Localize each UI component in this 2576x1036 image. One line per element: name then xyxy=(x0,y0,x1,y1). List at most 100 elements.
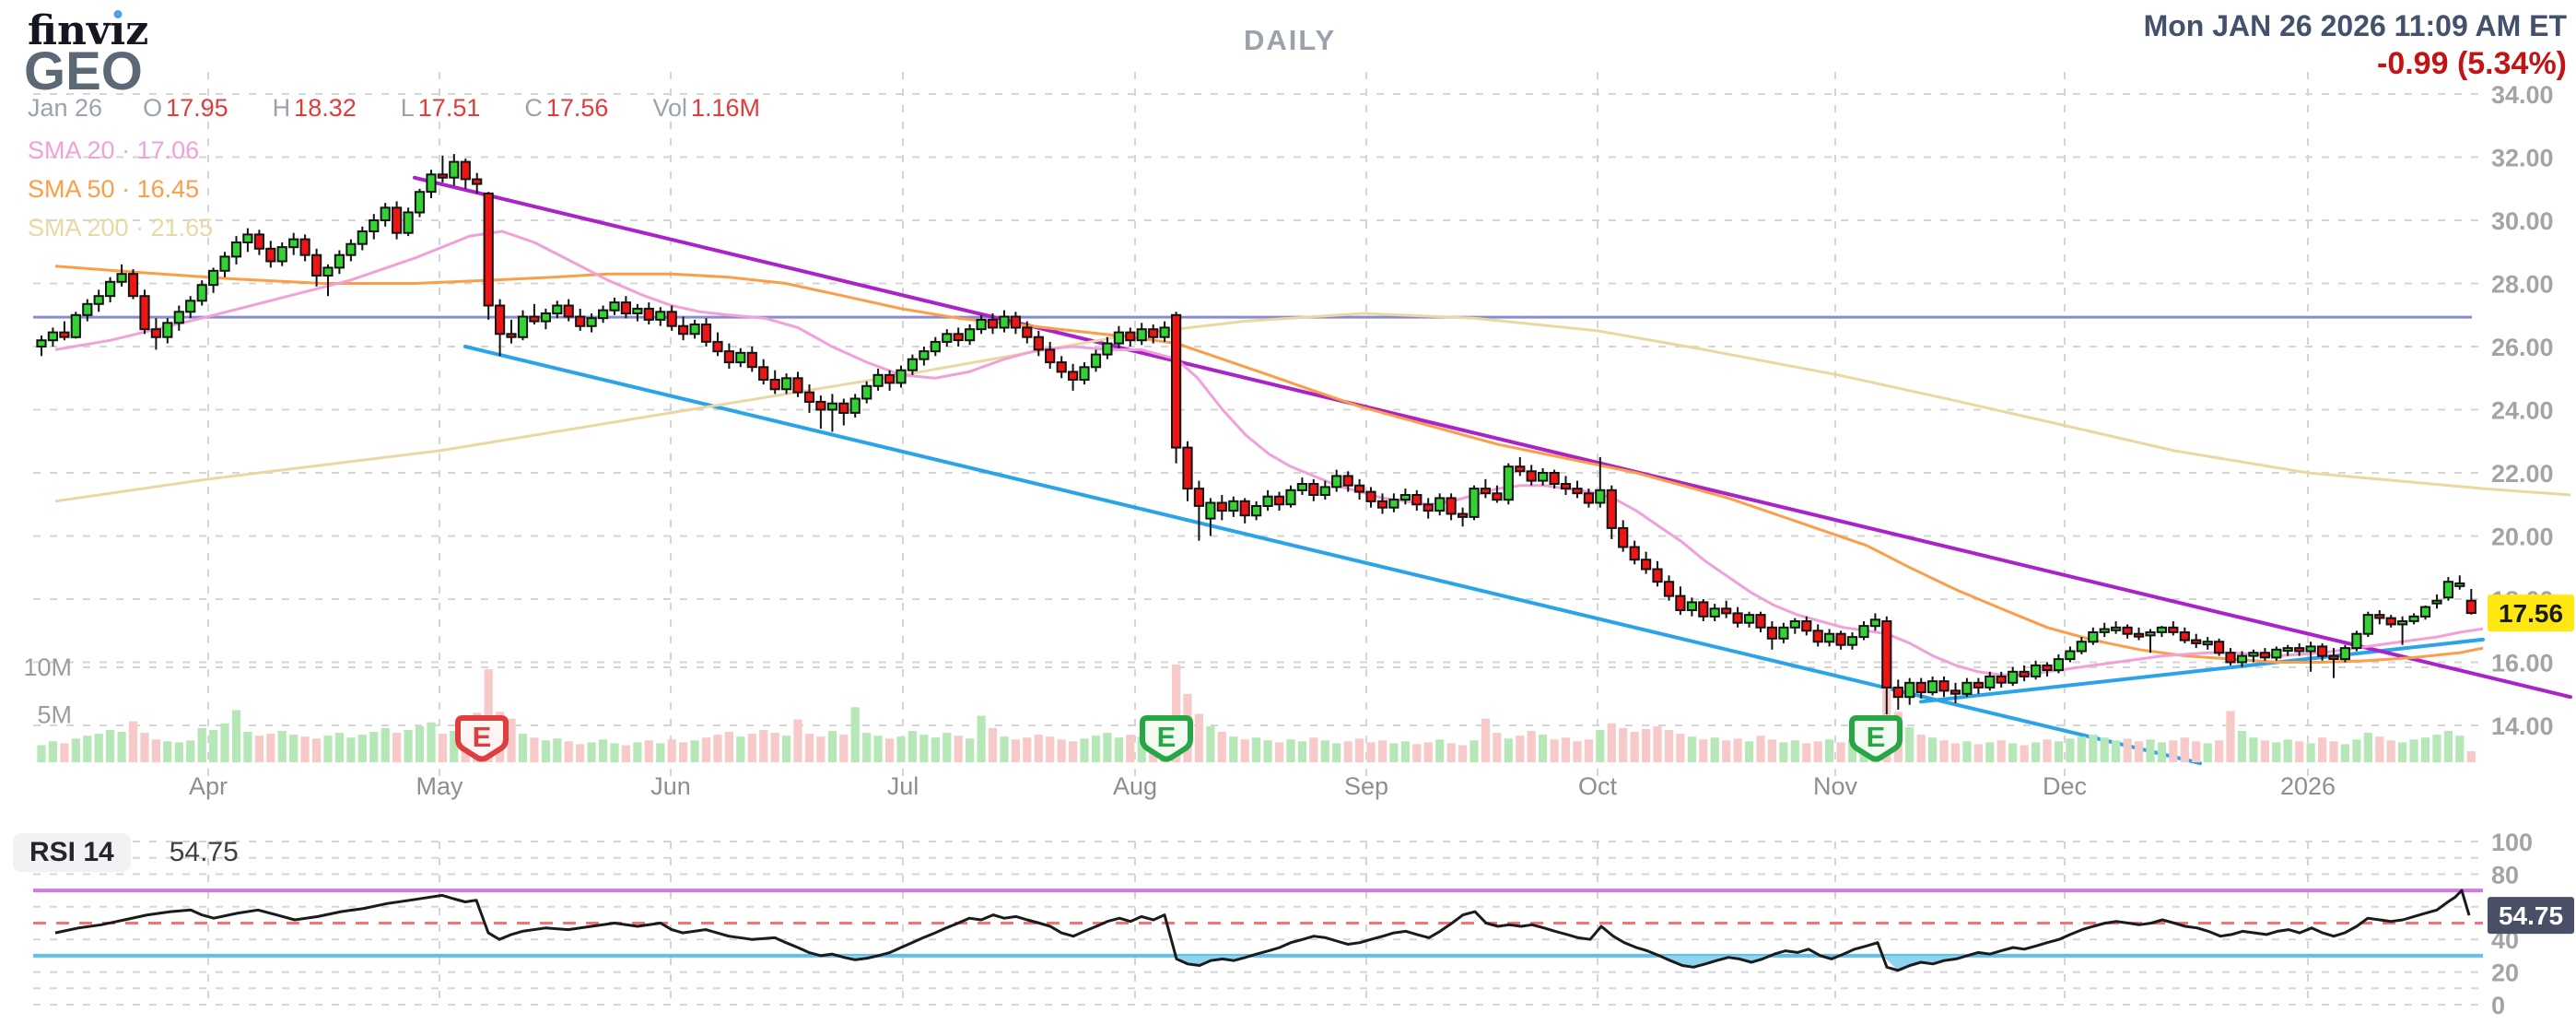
candle xyxy=(2397,620,2408,626)
candle xyxy=(495,304,506,336)
candle xyxy=(2191,639,2202,644)
candle xyxy=(643,307,654,321)
candle xyxy=(2305,645,2316,653)
candle xyxy=(1892,686,1903,699)
rsi-header: RSI 14 54.75 xyxy=(13,833,239,872)
candle xyxy=(426,173,437,194)
candle xyxy=(1778,626,1789,640)
candle xyxy=(1033,336,1044,351)
candle xyxy=(1709,607,1720,618)
candle xyxy=(230,241,242,258)
earnings-badge-green[interactable]: E xyxy=(1140,715,1193,762)
candle xyxy=(2031,664,2042,677)
earnings-badge-red[interactable]: E xyxy=(455,715,509,762)
candle xyxy=(872,373,884,387)
candle xyxy=(208,269,219,287)
candle xyxy=(2214,641,2225,654)
candle xyxy=(815,400,826,411)
candle xyxy=(1331,475,1342,489)
month-label: Oct xyxy=(1578,772,1618,800)
candle xyxy=(987,318,999,329)
candle xyxy=(517,315,529,338)
candle xyxy=(1434,497,1446,512)
candle xyxy=(2019,670,2030,677)
candle xyxy=(632,307,643,314)
candle xyxy=(1881,620,1892,689)
candle xyxy=(1698,601,1709,618)
candle xyxy=(311,253,322,277)
sma20-line xyxy=(54,230,2484,677)
candle xyxy=(1388,499,1399,509)
month-label: Apr xyxy=(189,772,228,800)
candle xyxy=(1113,331,1125,345)
candle xyxy=(253,233,264,250)
candle xyxy=(1595,489,1606,504)
svg-text:100: 100 xyxy=(2491,829,2533,856)
candle xyxy=(2259,652,2271,659)
candle xyxy=(185,300,196,313)
month-label: 2026 xyxy=(2280,772,2336,800)
candle xyxy=(689,324,700,336)
candle xyxy=(1766,626,1778,640)
last-price-badge: 17.56 xyxy=(2488,595,2574,632)
candle xyxy=(965,328,976,342)
month-gridlines: Apr May Jun Jul Aug Sep Oct Nov Dec 2026 xyxy=(189,72,2336,1005)
candle xyxy=(1996,675,2007,684)
month-label: Sep xyxy=(1344,772,1388,800)
rsi-line xyxy=(54,889,2471,972)
candle xyxy=(1296,483,1308,491)
candle xyxy=(2294,647,2305,653)
candle xyxy=(1010,315,1022,329)
svg-text:E: E xyxy=(473,721,492,753)
purple-resistance-trendline[interactable] xyxy=(413,175,2572,700)
candle xyxy=(2248,652,2259,657)
candle xyxy=(2145,631,2156,637)
candle xyxy=(746,351,757,369)
svg-text:80: 80 xyxy=(2491,861,2519,889)
candle xyxy=(953,333,964,342)
candle xyxy=(1538,472,1549,482)
blue-ascending-trendline[interactable] xyxy=(1919,637,2485,704)
candle xyxy=(449,160,460,179)
candle xyxy=(666,311,677,327)
candle xyxy=(700,324,712,343)
candle xyxy=(392,206,403,234)
candle xyxy=(334,253,345,269)
candle xyxy=(59,331,70,338)
candle xyxy=(1102,342,1113,356)
svg-text:24.00: 24.00 xyxy=(2491,397,2554,425)
candle xyxy=(1045,348,1056,364)
candle xyxy=(1148,328,1159,338)
candle xyxy=(1618,526,1629,548)
candle xyxy=(2099,628,2110,633)
candle xyxy=(47,331,58,342)
candle xyxy=(1927,680,1938,694)
candle xyxy=(265,247,276,263)
candle xyxy=(1950,689,1961,695)
month-label: Jun xyxy=(650,772,691,800)
candle xyxy=(380,206,391,222)
candle xyxy=(735,351,746,364)
candle xyxy=(276,246,287,263)
svg-text:5M: 5M xyxy=(37,701,72,729)
candle xyxy=(2202,641,2213,646)
earnings-badge-green[interactable]: E xyxy=(1849,715,1903,762)
rsi-indicator-label[interactable]: RSI 14 xyxy=(13,833,131,872)
candle xyxy=(1846,636,1858,646)
candle xyxy=(609,301,620,312)
rsi-panel[interactable]: 10080604020054.75 xyxy=(33,829,2574,1019)
rsi-value-badge: 54.75 xyxy=(2488,897,2574,935)
candle xyxy=(1560,483,1572,490)
candle xyxy=(1503,465,1514,501)
candle xyxy=(1973,681,1985,689)
month-label: Nov xyxy=(1813,772,1858,800)
candle xyxy=(1824,632,1835,643)
candle xyxy=(1446,497,1457,515)
candle xyxy=(1652,568,1663,583)
candle xyxy=(1606,489,1617,529)
candle xyxy=(849,397,861,414)
candle xyxy=(598,309,609,320)
